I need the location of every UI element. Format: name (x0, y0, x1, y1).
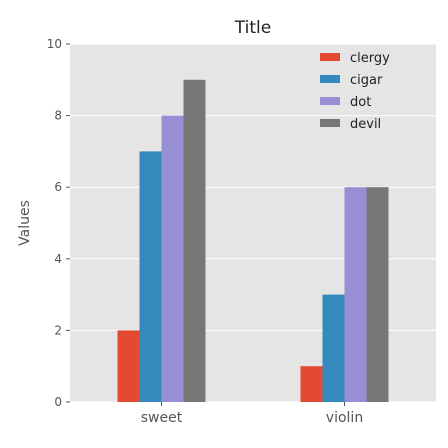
bar-violin-cigar (322, 294, 345, 402)
legend: clergy cigar dot devil (320, 51, 390, 132)
bar-violin-dot (344, 187, 367, 402)
legend-swatch-clergy (320, 53, 340, 61)
legend-label-clergy: clergy (350, 51, 390, 66)
y-axis-label: Values (17, 200, 33, 246)
bar-sweet-clergy (117, 330, 140, 402)
bar-violin-clergy (300, 366, 323, 402)
chart-title: Title (234, 18, 271, 38)
y-tick-label-5: 10 (47, 37, 62, 51)
bars (117, 79, 389, 403)
bar-sweet-devil (183, 79, 206, 403)
y-axis-ticks: 0 2 4 6 8 10 (47, 37, 70, 409)
y-tick-label-3: 6 (54, 180, 62, 194)
bar-sweet-cigar (139, 151, 162, 402)
x-tick-label-1: violin (326, 410, 363, 426)
legend-label-devil: devil (350, 117, 381, 132)
bar-violin-devil (366, 187, 389, 402)
y-tick-label-4: 8 (54, 109, 62, 123)
y-tick-label-0: 0 (54, 395, 62, 409)
y-tick-label-1: 2 (54, 323, 62, 337)
legend-label-cigar: cigar (350, 73, 383, 88)
x-tick-label-0: sweet (141, 410, 183, 426)
legend-label-dot: dot (350, 95, 371, 110)
x-axis-ticks: sweet violin (141, 402, 363, 426)
bar-sweet-dot (161, 115, 184, 402)
legend-swatch-devil (320, 119, 340, 127)
legend-swatch-dot (320, 97, 340, 105)
y-tick-label-2: 4 (54, 252, 62, 266)
legend-swatch-cigar (320, 75, 340, 83)
